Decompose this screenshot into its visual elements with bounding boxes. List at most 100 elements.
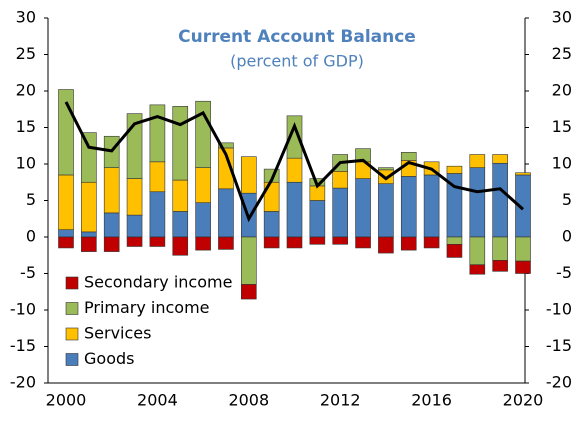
- bar-segment: [195, 100, 211, 168]
- bar-segment: [172, 236, 189, 256]
- y-tick-label: 0: [26, 227, 36, 246]
- y-tick-label: 30: [16, 8, 36, 27]
- y2-tick-label: -10: [546, 300, 572, 319]
- bar-segment: [263, 236, 280, 249]
- bar-segment: [400, 176, 417, 238]
- bar-segment: [126, 214, 143, 238]
- bar-segment: [492, 236, 508, 261]
- y-tick-label: 10: [16, 154, 36, 173]
- bar-segment: [492, 154, 508, 164]
- bar-segment: [58, 229, 74, 238]
- bar-segment: [195, 202, 211, 238]
- bar-segment: [400, 236, 417, 251]
- y-tick-label: 15: [16, 117, 36, 136]
- x-tick-label: 2008: [228, 391, 269, 410]
- bar-segment: [58, 236, 74, 249]
- bar-segment: [286, 157, 303, 183]
- y-tick-label: 25: [16, 44, 36, 63]
- bar-segment: [126, 236, 143, 247]
- y-tick-label: -20: [10, 373, 36, 392]
- bar-segment: [446, 244, 463, 258]
- y2-tick-label: 20: [552, 81, 572, 100]
- legend-label: Primary income: [84, 298, 210, 317]
- bar-segment: [400, 152, 417, 161]
- y2-tick-label: 30: [552, 8, 572, 27]
- bar-segment: [126, 178, 143, 216]
- bar-segment: [58, 174, 74, 230]
- bar-segment: [423, 174, 440, 238]
- y-tick-label: -15: [10, 336, 36, 355]
- legend-swatch: [65, 327, 79, 341]
- bar-segment: [218, 188, 234, 238]
- x-tick-label: 2012: [320, 391, 361, 410]
- bar-segment: [309, 185, 326, 201]
- bar-segment: [81, 236, 97, 252]
- chart-title: Current Account Balance: [178, 27, 416, 47]
- bar-segment: [378, 167, 394, 171]
- bar-segment: [309, 200, 326, 238]
- legend-swatch: [65, 353, 79, 366]
- bar-segment: [103, 236, 120, 252]
- legend-swatch: [65, 276, 79, 290]
- bar-segment: [309, 236, 326, 245]
- bar-segment: [515, 172, 531, 176]
- bar-segment: [492, 162, 508, 238]
- y-tick-label: -5: [20, 263, 36, 282]
- bar-segment: [81, 231, 97, 238]
- y-tick-label: 5: [26, 190, 36, 209]
- bar-segment: [103, 212, 120, 238]
- bar-segment: [172, 179, 189, 212]
- x-tick-label: 2016: [411, 391, 452, 410]
- bar-segment: [103, 167, 120, 214]
- bar-segment: [81, 132, 97, 183]
- y-tick-label: -10: [10, 300, 36, 319]
- bar-segment: [81, 181, 97, 233]
- bar-segment: [446, 165, 463, 174]
- y2-tick-label: 0: [562, 227, 572, 246]
- bar-segment: [492, 260, 508, 272]
- chart-subtitle: (percent of GDP): [230, 52, 364, 71]
- x-tick-label: 2020: [503, 391, 544, 410]
- total-line: [64, 101, 525, 223]
- bar-segment: [515, 260, 531, 274]
- bar-segment: [241, 156, 257, 194]
- y2-tick-label: 25: [552, 44, 572, 63]
- x-tick-label: 2004: [137, 391, 178, 410]
- bar-segment: [149, 104, 166, 163]
- bar-segment: [469, 264, 486, 275]
- bar-segment: [446, 236, 463, 245]
- bar-segment: [263, 211, 280, 238]
- bar-segment: [469, 154, 486, 168]
- y2-tick-label: -20: [546, 373, 572, 392]
- bar-segment: [286, 236, 303, 249]
- x-tick-label: 2000: [46, 391, 87, 410]
- bar-segment: [355, 236, 371, 249]
- bar-segment: [195, 167, 211, 203]
- bar-segment: [469, 167, 486, 238]
- bar-segment: [286, 115, 303, 159]
- legend-label: Secondary income: [84, 273, 232, 292]
- bar-segment: [286, 181, 303, 238]
- bar-segment: [332, 171, 349, 189]
- bar-segment: [218, 236, 234, 250]
- y2-tick-label: 10: [552, 154, 572, 173]
- bar-segment: [355, 178, 371, 238]
- bar-segment: [241, 236, 257, 285]
- legend-label: Services: [84, 324, 151, 343]
- legend-label: Goods: [84, 349, 134, 368]
- bar-segment: [423, 236, 440, 249]
- bar-segment: [218, 142, 234, 149]
- bar-segment: [172, 211, 189, 238]
- y2-tick-label: 15: [552, 117, 572, 136]
- bar-segment: [332, 187, 349, 238]
- bar-segment: [378, 236, 394, 254]
- bar-segment: [378, 183, 394, 238]
- y2-tick-label: -5: [556, 263, 572, 282]
- bar-segment: [149, 191, 166, 238]
- bar-segment: [172, 106, 189, 181]
- bar-segment: [241, 284, 257, 300]
- bar-segment: [332, 236, 349, 245]
- bar-segment: [149, 161, 166, 193]
- bar-segment: [515, 236, 531, 262]
